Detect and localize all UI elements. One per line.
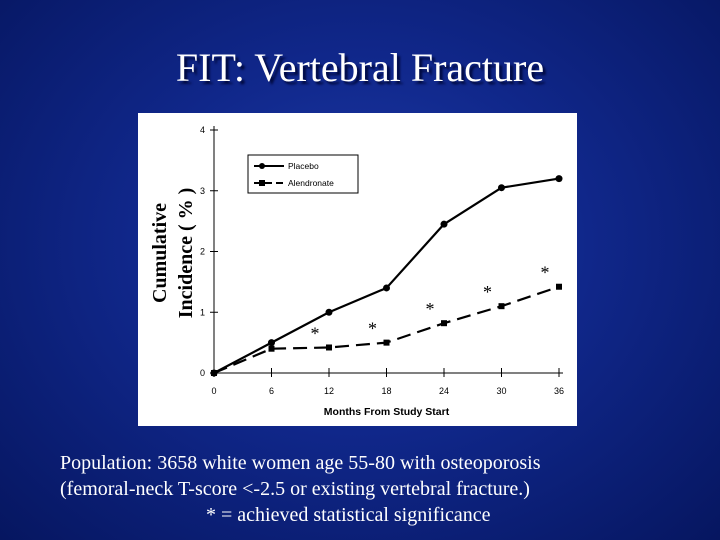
- data-point-alendronate: [556, 283, 562, 290]
- y-tick-label: 2: [200, 247, 205, 257]
- y-tick-label: 1: [200, 307, 205, 317]
- data-point-alendronate: [268, 345, 275, 352]
- chart-series-markers: [210, 175, 563, 377]
- x-tick-label: 0: [211, 386, 216, 396]
- data-point-placebo: [268, 339, 275, 347]
- data-point-alendronate: [441, 320, 447, 327]
- caption-population: Population: 3658 white women age 55-80 w…: [60, 452, 541, 474]
- significance-asterisk: *: [483, 282, 492, 302]
- legend-label-alendronate: Alendronate: [288, 178, 334, 188]
- data-point-placebo: [440, 220, 448, 228]
- data-point-placebo: [325, 308, 333, 316]
- chart-legend: Placebo Alendronate: [247, 154, 359, 194]
- data-point-alendronate: [383, 339, 390, 346]
- y-tick-label: 3: [200, 186, 205, 196]
- significance-asterisk: *: [541, 263, 550, 283]
- x-tick-label: 36: [554, 386, 564, 396]
- data-point-alendronate: [498, 303, 505, 310]
- x-tick-label: 30: [496, 386, 506, 396]
- y-axis-title-line1: Cumulative: [149, 203, 171, 303]
- chart-axes: [213, 126, 563, 374]
- caption: Population: 3658 white women age 55-80 w…: [60, 450, 700, 528]
- significance-markers: * * * * *: [311, 263, 550, 344]
- legend-marker-alendronate: [259, 180, 265, 186]
- significance-asterisk: *: [368, 319, 377, 339]
- legend-marker-placebo: [259, 163, 265, 169]
- significance-asterisk: *: [311, 323, 320, 343]
- chart-axis-labels: Months From Study Start Cumulative Inciden…: [149, 188, 450, 418]
- data-point-placebo: [383, 284, 390, 292]
- caption-significance-note: * = achieved statistical significance: [206, 504, 491, 526]
- series-line-alendronate: [213, 285, 560, 375]
- y-axis-title-line2: Incidence ( % ): [175, 188, 197, 319]
- significance-asterisk: *: [426, 299, 435, 319]
- data-point-alendronate: [326, 344, 332, 351]
- caption-criteria: (femoral-neck T-score <-2.5 or existing …: [60, 478, 530, 500]
- y-tick-label: 4: [200, 125, 205, 135]
- x-tick-label: 18: [381, 386, 391, 396]
- data-point-placebo: [498, 184, 505, 192]
- chart-panel: 0 6 12 18 24 30 36 0 1 2 3 4 * * * * * Placebo Alendrona…: [138, 113, 577, 426]
- x-tick-label: 12: [324, 386, 334, 396]
- x-axis-title: Months From Study Start: [324, 406, 450, 418]
- slide-title: FIT: Vertebral Fracture: [175, 45, 545, 90]
- x-tick-label: 24: [439, 386, 449, 396]
- data-point-placebo: [555, 175, 563, 183]
- x-tick-label: 6: [269, 386, 274, 396]
- legend-label-placebo: Placebo: [288, 161, 319, 171]
- legend-box: [247, 154, 359, 194]
- data-point-alendronate: [211, 370, 217, 376]
- y-tick-label: 0: [200, 368, 205, 378]
